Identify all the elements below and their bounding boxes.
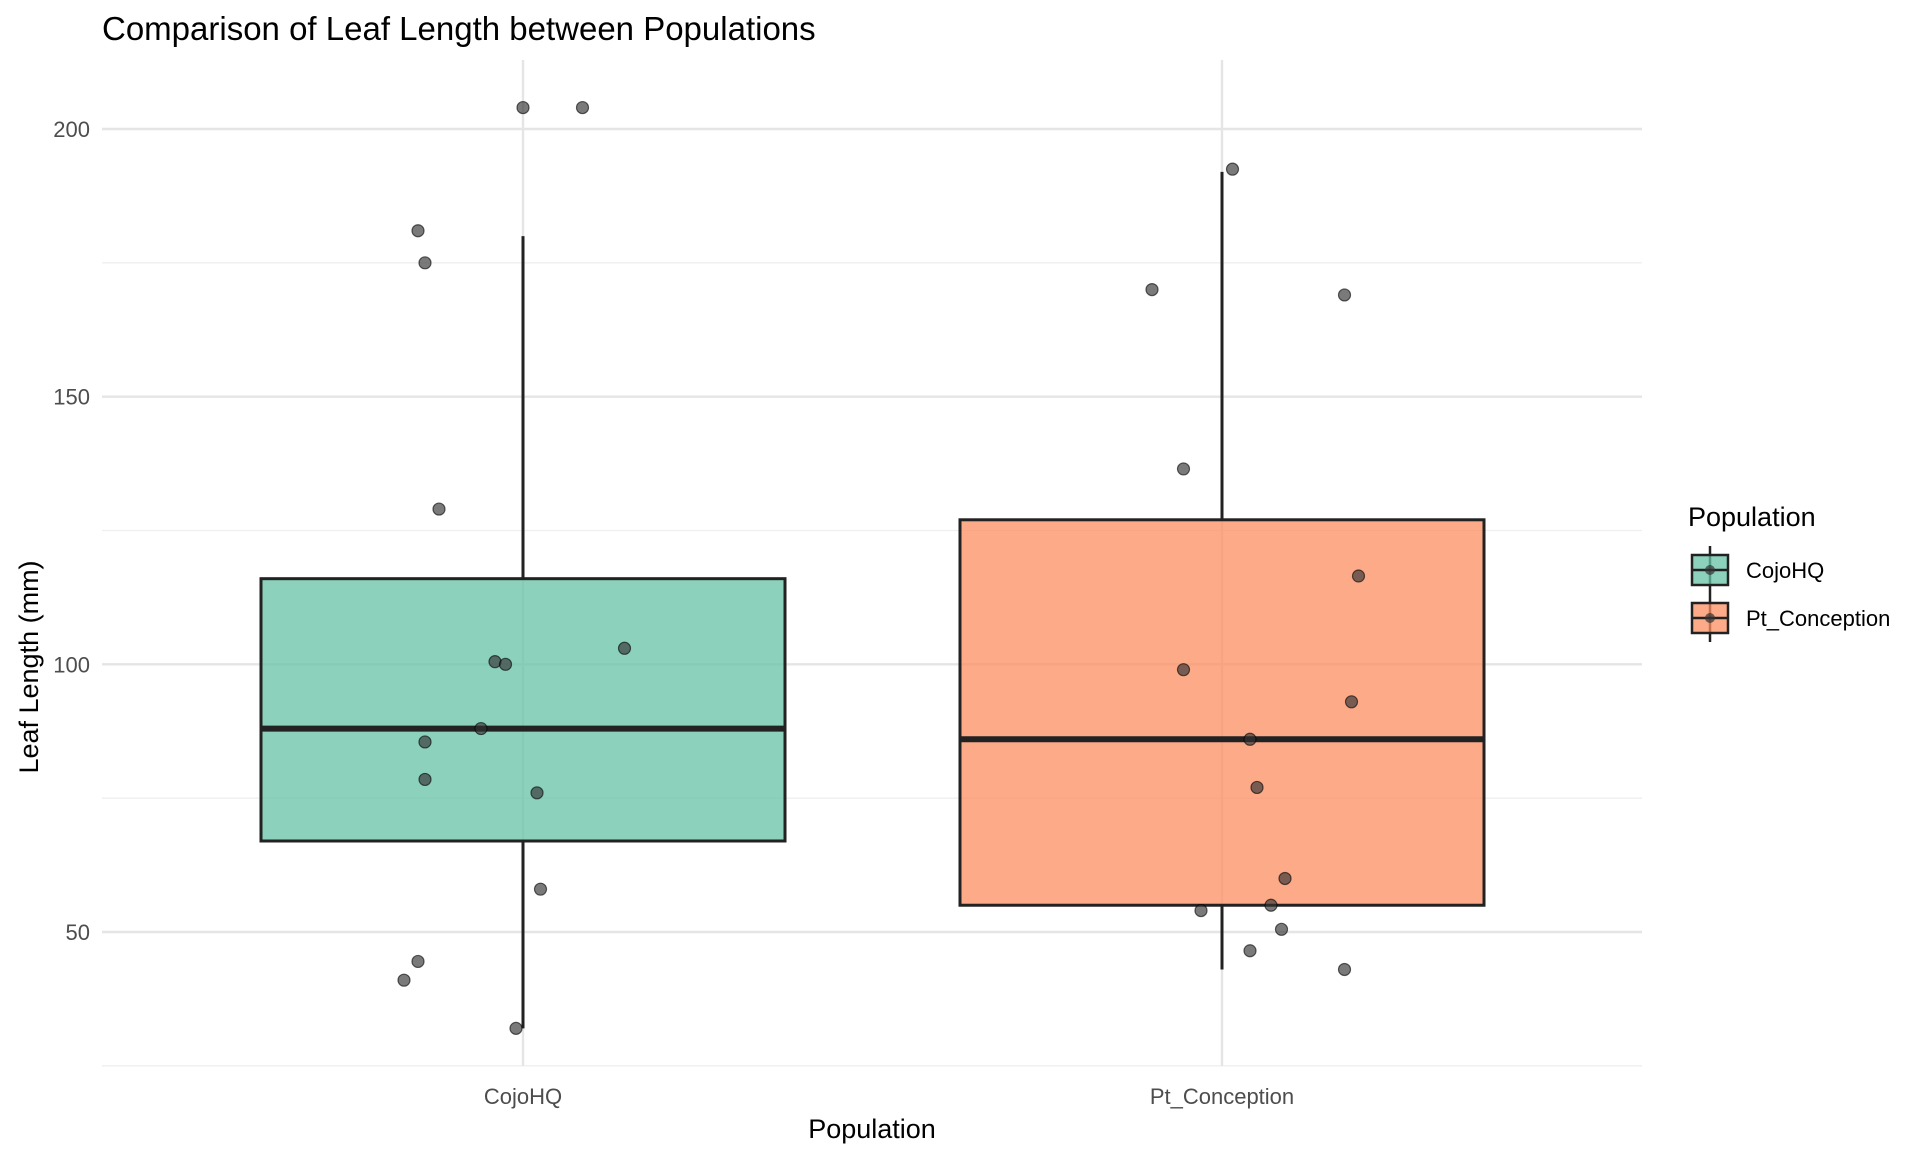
data-point — [1225, 162, 1240, 176]
y-axis-title: Leaf Length (mm) — [14, 560, 44, 773]
data-point — [1351, 569, 1366, 583]
data-point — [1176, 663, 1191, 677]
data-point — [1243, 944, 1257, 958]
data-point — [418, 256, 432, 270]
data-point — [1274, 922, 1289, 936]
legend-label: Pt_Conception — [1746, 606, 1890, 631]
data-point — [432, 502, 446, 516]
points-layer — [397, 100, 1366, 1035]
boxes-layer — [259, 171, 1486, 1029]
y-axis-ticks: 50 100 150 200 — [53, 117, 90, 945]
legend-label: CojoHQ — [1746, 558, 1824, 583]
data-point — [1264, 898, 1278, 912]
data-point — [1176, 462, 1191, 476]
data-point — [1337, 962, 1352, 977]
data-point — [418, 772, 432, 787]
data-point — [411, 224, 425, 238]
legend-key-point — [1705, 565, 1715, 575]
x-axis-ticks: CojoHQ Pt_Conception — [484, 1084, 1294, 1109]
legend-title: Population — [1688, 502, 1816, 532]
data-point — [474, 721, 488, 736]
data-point — [575, 100, 590, 115]
x-tick-label: CojoHQ — [484, 1084, 562, 1109]
data-point — [1194, 903, 1208, 918]
chart-title: Comparison of Leaf Length between Popula… — [102, 10, 816, 47]
data-point — [1278, 871, 1292, 886]
x-tick-label: Pt_Conception — [1150, 1084, 1294, 1109]
legend-key-point — [1705, 613, 1715, 623]
data-point — [411, 954, 425, 969]
data-point — [516, 100, 530, 115]
x-axis-title: Population — [808, 1114, 936, 1144]
data-point — [397, 973, 411, 987]
data-point — [1250, 780, 1264, 795]
data-point — [418, 735, 432, 749]
data-point — [1337, 288, 1352, 302]
data-point — [1145, 283, 1159, 297]
y-tick-label: 200 — [53, 117, 90, 142]
data-point — [533, 882, 548, 896]
data-point — [1243, 732, 1257, 746]
box-cojohq — [259, 577, 787, 843]
y-tick-label: 100 — [53, 652, 90, 677]
data-point — [509, 1021, 523, 1035]
y-tick-label: 150 — [53, 385, 90, 410]
y-tick-label: 50 — [66, 920, 90, 945]
data-point — [498, 657, 513, 671]
data-point — [1344, 695, 1359, 709]
data-point — [530, 786, 544, 800]
data-point — [617, 641, 632, 655]
legend: Population CojoHQ Pt_Conception — [1688, 502, 1890, 642]
box-pt-conception — [958, 518, 1486, 907]
